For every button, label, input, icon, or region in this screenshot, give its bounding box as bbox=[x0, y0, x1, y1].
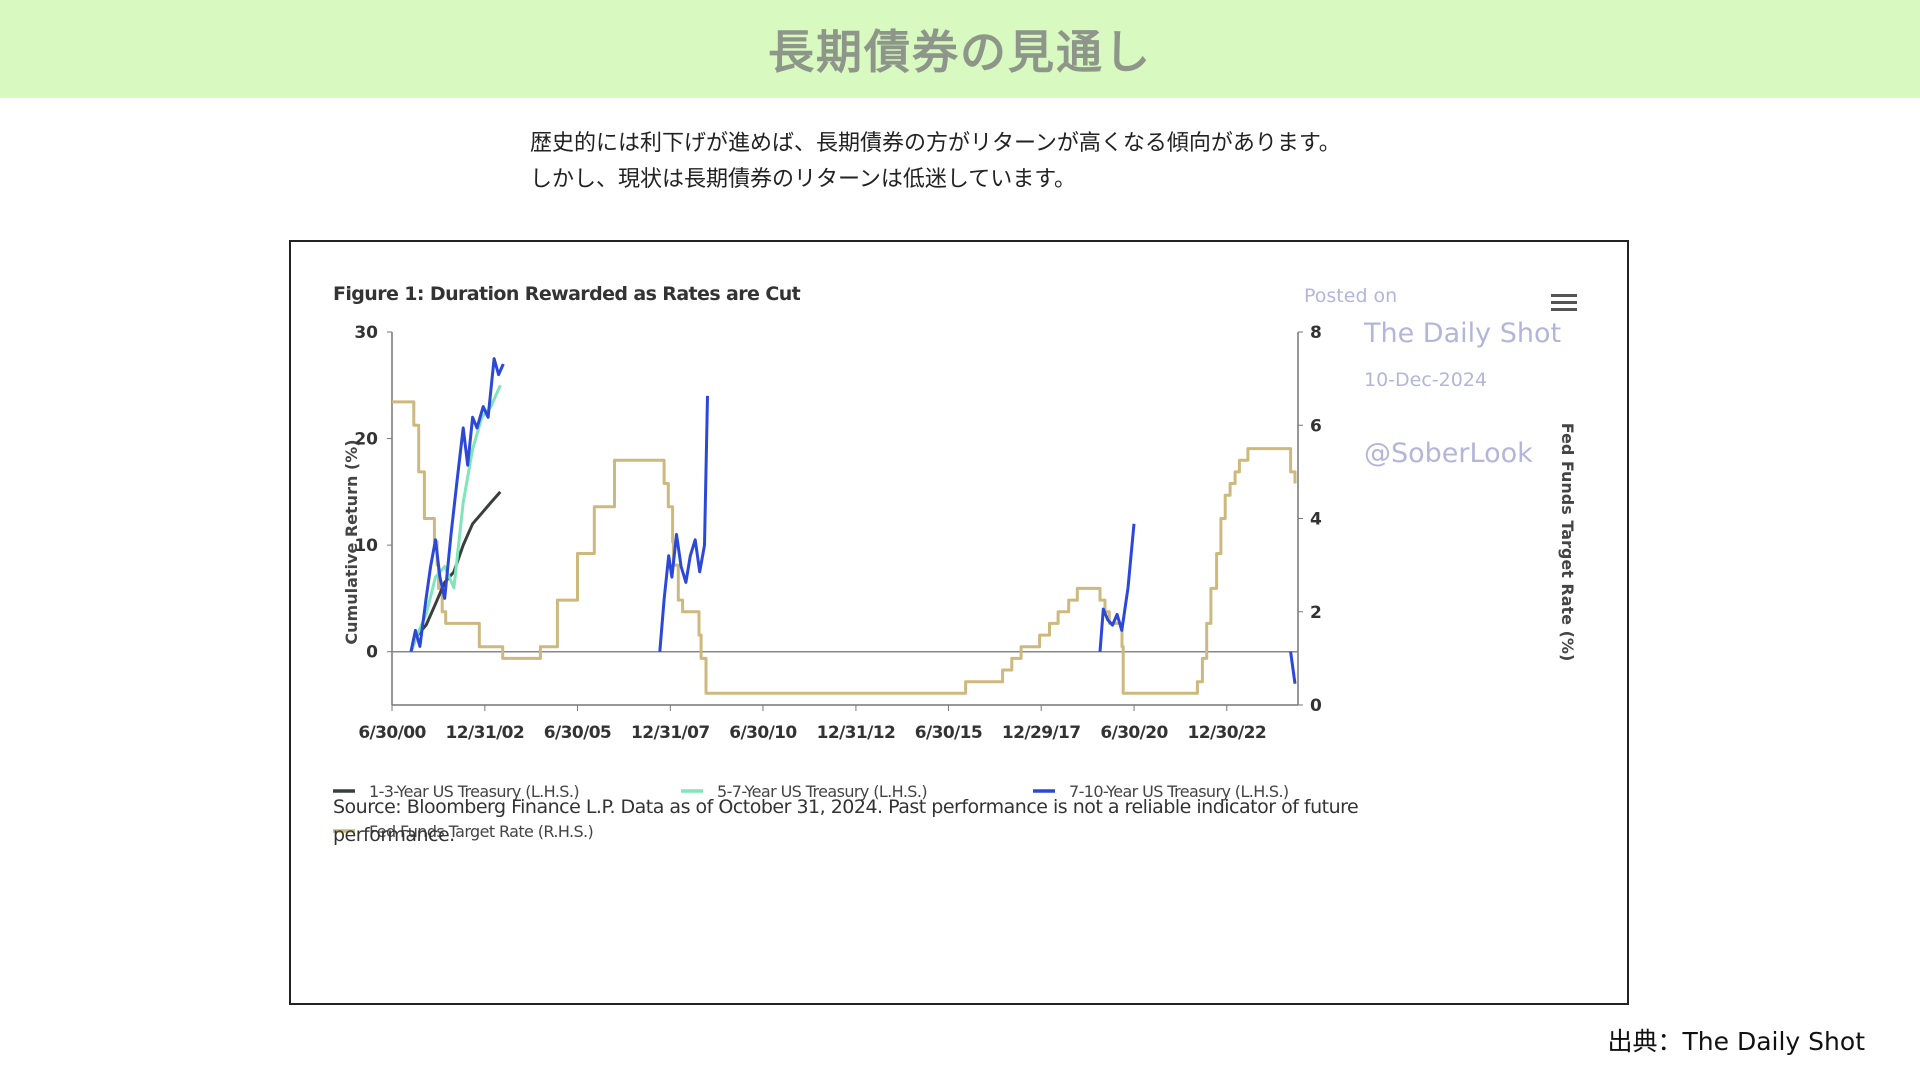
x-tick-label: 12/31/02 bbox=[446, 723, 525, 743]
y2-tick-label: 4 bbox=[1310, 510, 1322, 530]
legend-label: 7-10-Year US Treasury (L.H.S.) bbox=[1069, 782, 1289, 801]
chart-svg: Figure 1: Duration Rewarded as Rates are… bbox=[333, 283, 1577, 846]
legend-label: 1-3-Year US Treasury (L.H.S.) bbox=[369, 782, 579, 801]
y2-tick-label: 2 bbox=[1310, 603, 1322, 623]
y-tick-label: 10 bbox=[354, 536, 378, 556]
title-banner: 長期債券の見通し bbox=[0, 0, 1920, 98]
legend-label: Fed Funds Target Rate (R.H.S.) bbox=[369, 822, 593, 841]
x-tick-label: 6/30/05 bbox=[544, 723, 611, 743]
intro-line-1: 歴史的には利下げが進めば、長期債券の方がリターンが高くなる傾向があります。 bbox=[530, 131, 1341, 156]
watermark-line-2: The Daily Shot bbox=[1363, 318, 1561, 349]
y-tick-label: 20 bbox=[354, 430, 378, 450]
series-fed-funds-rate-line bbox=[392, 400, 1297, 695]
x-tick-label: 12/31/12 bbox=[817, 723, 896, 743]
x-tick-label: 12/30/22 bbox=[1187, 723, 1266, 743]
y2-tick-label: 8 bbox=[1310, 323, 1322, 343]
series-7-10yr-treasury-line bbox=[409, 357, 505, 653]
x-tick-label: 6/30/10 bbox=[729, 723, 797, 743]
chart-panel: Figure 1: Duration Rewarded as Rates are… bbox=[289, 240, 1629, 1005]
watermark-line-1: Posted on bbox=[1304, 285, 1397, 307]
legend-label: 5-7-Year US Treasury (L.H.S.) bbox=[717, 782, 927, 801]
chart-title: Figure 1: Duration Rewarded as Rates are… bbox=[333, 283, 801, 305]
source-credit: 出典：The Daily Shot bbox=[1607, 1027, 1865, 1056]
y-axis-label: Cumulative Return (%) bbox=[342, 439, 361, 644]
intro-text: 歴史的には利下げが進めば、長期債券の方がリターンが高くなる傾向があります。 しか… bbox=[530, 126, 1530, 198]
watermark-line-3: 10-Dec-2024 bbox=[1364, 369, 1487, 391]
chart-source-line-1: Source: Bloomberg Finance L.P. Data as o… bbox=[333, 796, 1358, 818]
legend: 1-3-Year US Treasury (L.H.S.) 5-7-Year US… bbox=[333, 782, 1289, 841]
y-tick-label: 30 bbox=[354, 323, 378, 343]
series-7-10yr-treasury-line bbox=[1289, 651, 1297, 684]
series-7-10yr-treasury-line bbox=[1098, 523, 1136, 652]
series-7-10yr-treasury-line bbox=[658, 395, 709, 652]
hamburger-menu-icon[interactable] bbox=[1551, 294, 1577, 311]
watermark: Posted on The Daily Shot 10-Dec-2024 @So… bbox=[1304, 285, 1561, 469]
y-tick-label: 0 bbox=[366, 643, 378, 663]
watermark-line-4: @SoberLook bbox=[1364, 438, 1533, 469]
x-tick-label: 6/30/00 bbox=[358, 723, 426, 743]
y2-axis-label: Fed Funds Target Rate (%) bbox=[1558, 423, 1577, 662]
x-tick-label: 12/29/17 bbox=[1002, 723, 1081, 743]
x-tick-label: 12/31/07 bbox=[631, 723, 710, 743]
x-tick-label: 6/30/20 bbox=[1100, 723, 1168, 743]
chart-source-line-2: performance. bbox=[333, 824, 455, 846]
page-title: 長期債券の見通し bbox=[768, 25, 1152, 79]
series-layer bbox=[392, 357, 1297, 695]
y2-tick-label: 6 bbox=[1310, 416, 1322, 436]
intro-line-2: しかし、現状は長期債券のリターンは低迷しています。 bbox=[530, 167, 1077, 192]
y2-tick-label: 0 bbox=[1310, 696, 1322, 716]
x-tick-label: 6/30/15 bbox=[915, 723, 982, 743]
